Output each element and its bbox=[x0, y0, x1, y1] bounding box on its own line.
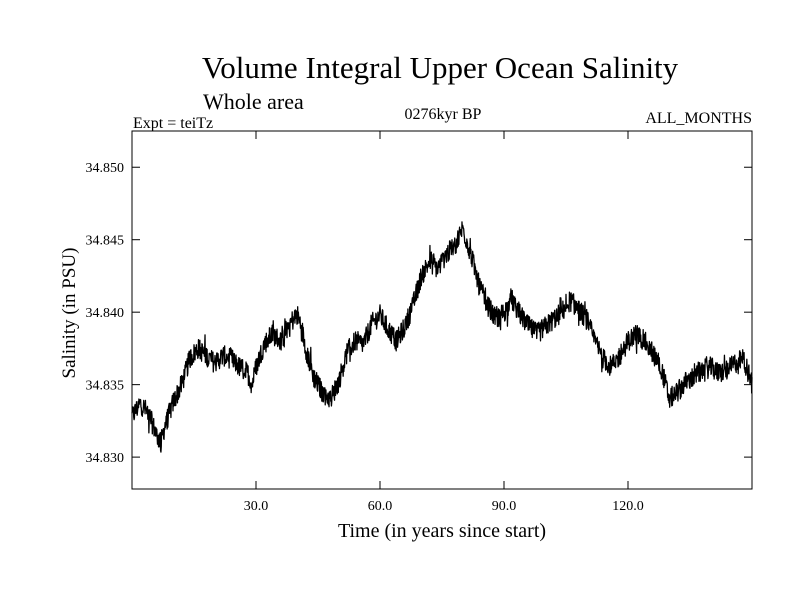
y-tick-label: 34.830 bbox=[86, 451, 125, 466]
y-tick-label: 34.840 bbox=[86, 306, 125, 321]
y-tick-label: 34.845 bbox=[86, 234, 125, 249]
y-tick-label: 34.850 bbox=[86, 161, 125, 176]
x-tick-label: 120.0 bbox=[612, 499, 644, 514]
period-label: 0276kyr BP bbox=[404, 106, 482, 123]
chart-subtitle: Whole area bbox=[203, 89, 304, 114]
x-tick-label: 60.0 bbox=[368, 499, 393, 514]
chart-title: Volume Integral Upper Ocean Salinity bbox=[201, 50, 679, 85]
y-tick-label: 34.835 bbox=[86, 379, 125, 394]
months-label: ALL_MONTHS bbox=[645, 110, 752, 127]
x-tick-label: 30.0 bbox=[244, 499, 269, 514]
experiment-label: Expt = teiTz bbox=[133, 115, 214, 132]
plot-frame bbox=[131, 130, 753, 490]
salinity-series-line bbox=[131, 221, 753, 453]
x-axis-label: Time (in years since start) bbox=[337, 520, 547, 542]
x-tick-label: 90.0 bbox=[492, 499, 517, 514]
